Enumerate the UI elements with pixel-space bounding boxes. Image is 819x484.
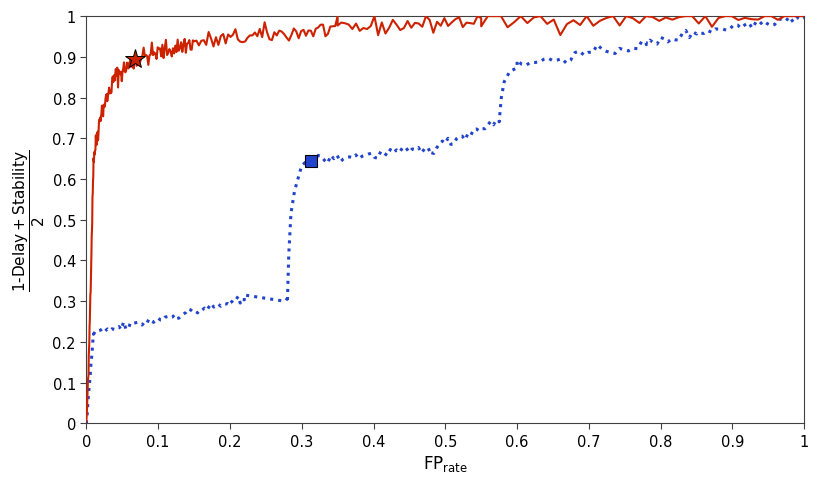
Y-axis label: $\dfrac{\mathrm{1\text{-}Delay+Stability}}{2}$: $\dfrac{\mathrm{1\text{-}Delay+Stability… [11,150,47,291]
X-axis label: FP$_{\mathregular{rate}}$: FP$_{\mathregular{rate}}$ [423,453,467,473]
